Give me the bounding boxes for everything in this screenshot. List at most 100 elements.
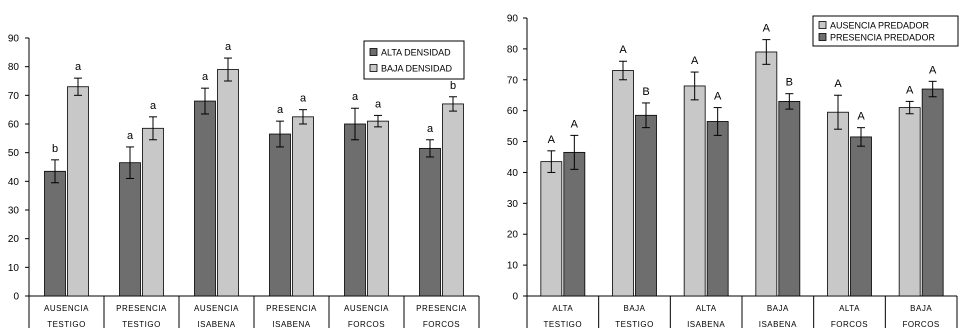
significance-letter: B (642, 86, 649, 98)
bar-first-series (419, 147, 441, 297)
y-tick-label: 80 (507, 44, 519, 55)
legend-label: PRESENCIA PREDADOR (830, 33, 936, 43)
legend-swatch (369, 64, 378, 72)
y-tick-label: 80 (8, 62, 20, 73)
x-category-label: BAJA (767, 304, 789, 313)
significance-letter: b (52, 143, 58, 155)
y-tick-label: 20 (8, 234, 20, 245)
chart-predator: 0 10 20 30 40 50 60 70 80 90 ALTA TESTIGO A A BAJA TEST… (507, 14, 959, 329)
bar-first-series (540, 161, 563, 297)
x-category-label: BAJA (910, 304, 932, 313)
significance-letter: b (450, 80, 456, 92)
y-tick-label: 0 (13, 292, 19, 303)
bar-first-series (44, 170, 66, 297)
significance-letter: a (352, 91, 359, 103)
bar-first-series (269, 133, 291, 297)
x-category-label: TESTIGO (47, 320, 86, 329)
x-category-label: FORCOS (903, 320, 940, 329)
bar-second-series (142, 127, 164, 297)
significance-letter: A (619, 44, 627, 56)
significance-letter: A (763, 23, 771, 35)
y-tick-label: 10 (507, 261, 519, 272)
x-category-label: ALTA (552, 304, 573, 313)
chart-density: 0 10 20 30 40 50 60 70 80 90 AUSENCIA TESTIGO b a PRES… (8, 34, 480, 329)
x-category-label: FORCOS (423, 320, 460, 329)
y-tick-label: 70 (507, 75, 519, 86)
x-category-label: TESTIGO (544, 320, 583, 329)
bar-second-series (850, 136, 872, 297)
x-category-label: ISABENA (687, 320, 725, 329)
legend-swatch (369, 48, 378, 56)
legend-box (363, 40, 465, 80)
x-category-label: AUSENCIA (344, 304, 389, 313)
y-tick-label: 90 (507, 14, 519, 25)
bar-second-series (921, 88, 944, 297)
y-tick-label: 30 (8, 206, 20, 217)
significance-letter: a (75, 61, 82, 73)
bar-second-series (563, 151, 586, 297)
legend-label: ALTA DENSIDAD (381, 48, 451, 58)
bar-second-series (706, 121, 729, 297)
bar-second-series (367, 120, 389, 297)
y-tick-label: 30 (507, 199, 519, 210)
significance-letter: A (929, 64, 937, 76)
y-tick-label: 40 (8, 177, 20, 188)
x-category-label: PRESENCIA (416, 304, 467, 313)
x-category-label: TESTIGO (122, 320, 161, 329)
bar-first-series (119, 162, 141, 297)
significance-letter: a (127, 130, 134, 142)
x-category-label: FORCOS (348, 320, 385, 329)
x-category-label: ALTA (839, 304, 860, 313)
significance-letter: A (714, 91, 722, 103)
significance-letter: a (277, 104, 284, 116)
x-category-label: AUSENCIA (44, 304, 89, 313)
bar-first-series (612, 70, 634, 297)
bar-first-series (194, 100, 216, 297)
bar-first-series (755, 51, 778, 297)
bar-second-series (292, 116, 314, 297)
y-tick-label: 60 (507, 106, 519, 117)
bar-second-series (67, 86, 89, 297)
y-tick-label: 0 (512, 292, 518, 303)
significance-letter: a (300, 93, 307, 105)
y-tick-label: 10 (8, 263, 20, 274)
y-tick-label: 50 (8, 148, 20, 159)
y-tick-label: 20 (507, 230, 519, 241)
significance-letter: A (906, 84, 914, 96)
significance-letter: a (375, 98, 382, 110)
x-category-label: TESTIGO (615, 320, 654, 329)
x-category-label: ALTA (696, 304, 717, 313)
bar-second-series (778, 101, 801, 297)
x-category-label: PRESENCIA (266, 304, 317, 313)
significance-letter: a (427, 123, 434, 135)
significance-letter: a (202, 71, 209, 83)
y-tick-label: 60 (8, 120, 20, 131)
significance-letter: A (834, 78, 842, 90)
significance-letter: A (571, 118, 579, 130)
significance-letter: A (548, 134, 556, 146)
x-category-label: ISABENA (197, 320, 235, 329)
x-category-label: BAJA (623, 304, 645, 313)
significance-letter: a (150, 100, 157, 112)
legend-box (812, 15, 959, 47)
x-category-label: ISABENA (272, 320, 310, 329)
legend-label: BAJA DENSIDAD (381, 64, 453, 74)
significance-letter: A (857, 111, 865, 123)
bar-first-series (898, 107, 921, 297)
legend-swatch (818, 21, 827, 29)
y-tick-label: 70 (8, 91, 20, 102)
significance-letter: A (691, 55, 699, 67)
y-tick-label: 90 (8, 34, 20, 45)
y-tick-label: 50 (507, 137, 519, 148)
bar-first-series (827, 111, 849, 297)
legend-swatch (818, 33, 827, 41)
bar-second-series (635, 114, 657, 297)
bar-first-series (344, 123, 366, 297)
y-tick-label: 40 (507, 168, 519, 179)
x-category-label: AUSENCIA (194, 304, 239, 313)
bar-second-series (217, 69, 239, 297)
bar-first-series (683, 85, 706, 297)
x-category-label: ISABENA (759, 320, 797, 329)
significance-letter: B (786, 77, 793, 89)
